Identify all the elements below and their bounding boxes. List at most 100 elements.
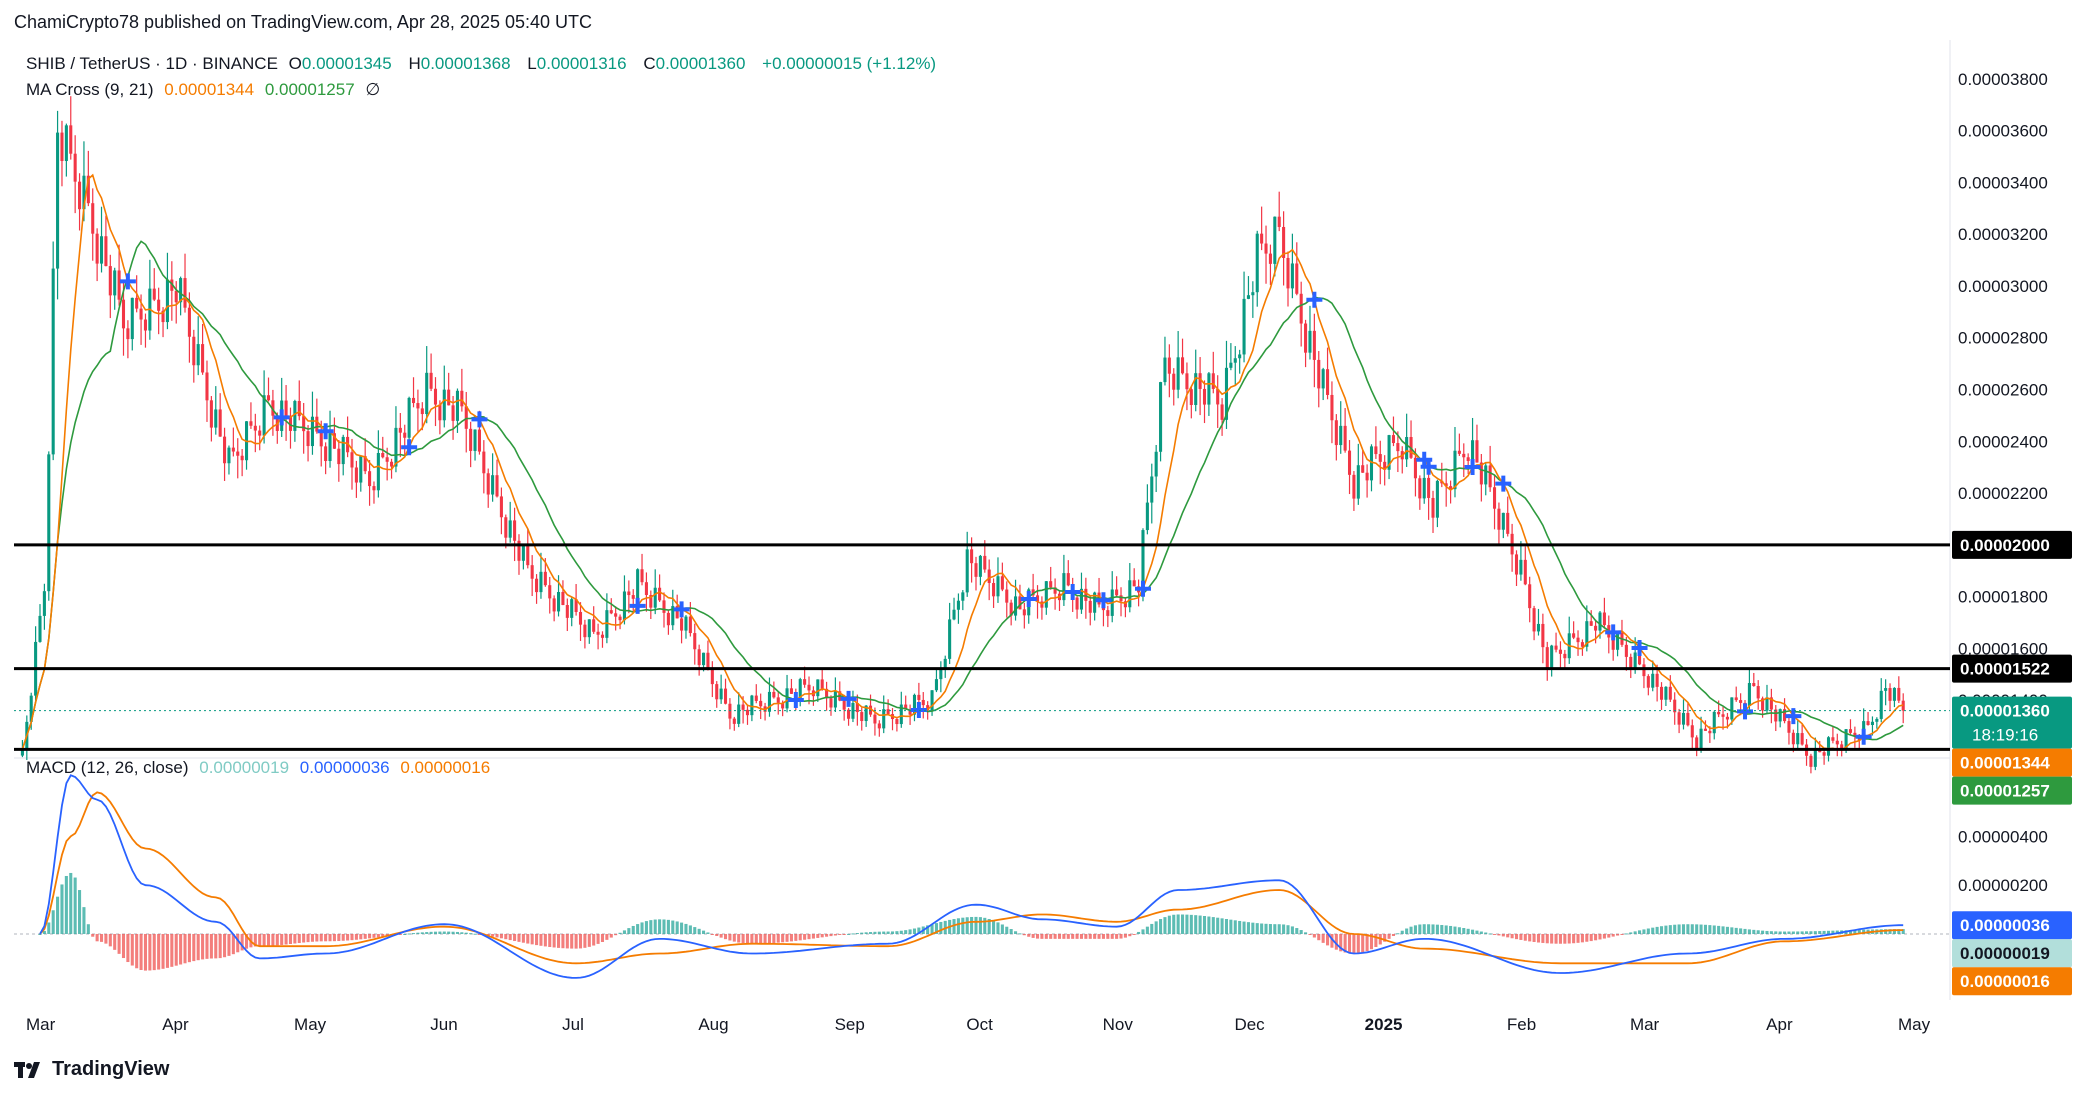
time-axis-label: Apr: [1766, 1015, 1793, 1034]
macd-histogram-bar: [1097, 933, 1101, 939]
ma-fast-line: [21, 173, 1904, 751]
candle-body: [1159, 382, 1163, 452]
macd-tag-label: 0.00000036: [1960, 916, 2050, 935]
candle-body: [658, 587, 662, 601]
ma-title[interactable]: MA Cross (9, 21): [26, 80, 154, 99]
candle-body: [899, 704, 903, 725]
candle-body: [1822, 752, 1826, 756]
tradingview-brand[interactable]: TradingView: [14, 1058, 169, 1081]
candle-body: [1264, 243, 1268, 254]
candle-body: [750, 695, 754, 716]
macd-axis-tick-label: 0.00000200: [1958, 876, 2048, 895]
candle-body: [1624, 644, 1628, 657]
macd-histogram-bar: [1835, 930, 1839, 934]
macd-histogram-bar: [187, 933, 191, 963]
candle-body: [1361, 465, 1365, 473]
candle-body: [1251, 292, 1255, 296]
macd-histogram-bar: [236, 933, 240, 953]
candle-body: [486, 473, 490, 495]
candle-body: [1695, 737, 1699, 750]
macd-histogram-bar: [1774, 931, 1778, 934]
candle-body: [1088, 600, 1092, 613]
tradingview-logo-icon: [14, 1061, 40, 1078]
candle-body: [341, 436, 345, 465]
price-axis-tick-label: 0.00003400: [1958, 173, 2048, 192]
candle-body: [324, 446, 328, 462]
macd-histogram-bar: [227, 933, 231, 956]
candle-body: [328, 433, 332, 462]
candle-body: [1598, 612, 1602, 631]
macd-histogram-bar: [649, 920, 653, 934]
macd-histogram-bar: [1035, 933, 1040, 939]
macd-histogram-bar: [209, 933, 213, 959]
candle-body: [798, 679, 802, 700]
macd-histogram-bar: [1409, 926, 1413, 934]
candle-body: [1734, 697, 1738, 701]
macd-histogram-bar: [1848, 930, 1853, 934]
macd-histogram-bar: [776, 933, 780, 943]
candle-body: [543, 571, 547, 586]
candle-body: [420, 408, 424, 415]
macd-histogram-bar: [368, 933, 372, 939]
candle-body: [91, 203, 95, 234]
macd-histogram-bar: [1400, 930, 1404, 934]
macd-histogram-bar: [170, 933, 174, 967]
macd-histogram-bar: [1761, 930, 1765, 934]
macd-histogram-bar: [688, 925, 692, 934]
candle-body: [1282, 226, 1286, 258]
macd-histogram-bar: [1853, 929, 1857, 934]
macd-histogram-bar: [354, 933, 358, 940]
macd-hist-value: 0.00000019: [199, 758, 290, 777]
macd-histogram-bar: [372, 933, 376, 938]
macd-histogram-bar: [1396, 933, 1400, 935]
macd-histogram-bar: [1317, 933, 1321, 941]
time-axis-label: Dec: [1234, 1015, 1265, 1034]
macd-histogram-bar: [1818, 931, 1822, 934]
macd-histogram-bar: [1888, 929, 1892, 934]
candle-body: [1813, 748, 1817, 767]
macd-histogram-bar: [658, 919, 662, 934]
macd-histogram-bar: [1295, 928, 1299, 934]
ma-cross-marker: [273, 409, 290, 426]
macd-histogram-bar: [341, 933, 345, 941]
macd-title[interactable]: MACD (12, 26, close): [26, 758, 189, 777]
macd-histogram-bar: [1435, 924, 1439, 934]
macd-histogram-bar: [174, 933, 178, 966]
macd-histogram-bar: [82, 907, 86, 934]
ma-cross-marker: [317, 423, 334, 440]
macd-histogram-bar: [662, 919, 666, 934]
macd-histogram-bar: [592, 933, 596, 946]
macd-histogram-bar: [1057, 933, 1062, 939]
candle-body: [1343, 425, 1347, 451]
candle-body: [1699, 728, 1703, 750]
candle-body: [759, 700, 763, 707]
macd-histogram-bar: [284, 933, 288, 945]
macd-histogram-bar: [1343, 933, 1347, 953]
ma-cross-marker: [1605, 624, 1622, 641]
open-value: 0.00001345: [301, 54, 392, 73]
candle-body: [227, 447, 231, 464]
price-axis-tick-label: 0.00003800: [1958, 70, 2048, 89]
macd-histogram-bar: [1405, 928, 1409, 934]
macd-histogram-bar: [1224, 919, 1229, 934]
candle-body: [1005, 589, 1009, 603]
candle-body: [447, 389, 451, 406]
candle-body: [1879, 690, 1883, 719]
candle-body: [82, 175, 86, 210]
level-tag-label: 0.00002000: [1960, 536, 2050, 555]
macd-histogram-bar: [130, 933, 134, 966]
macd-histogram-bar: [157, 933, 161, 970]
candle-body: [855, 702, 859, 713]
level-tag-label: 0.00001522: [1960, 660, 2050, 679]
macd-histogram-bar: [350, 933, 354, 941]
macd-histogram-bar: [288, 933, 293, 944]
symbol-name[interactable]: SHIB / TetherUS · 1D · BINANCE: [26, 54, 278, 73]
macd-histogram-bar: [196, 933, 200, 961]
macd-histogram-bar: [627, 928, 631, 934]
macd-histogram-bar: [605, 933, 609, 940]
candle-body: [930, 690, 934, 711]
candle-body: [992, 583, 996, 597]
macd-histogram-bar: [1273, 924, 1277, 934]
macd-histogram-bar: [1712, 925, 1716, 934]
